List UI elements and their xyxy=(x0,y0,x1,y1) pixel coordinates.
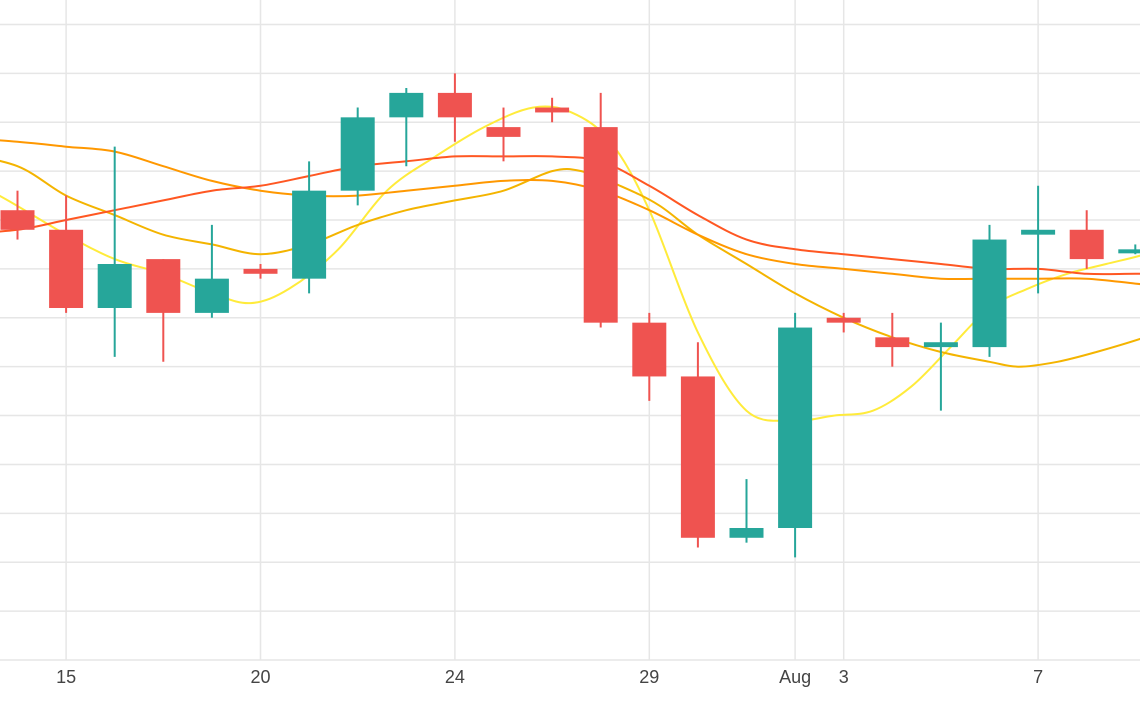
candle-body-down xyxy=(875,337,910,348)
candle xyxy=(437,73,472,142)
x-tick-label: 15 xyxy=(56,667,76,687)
candle-body-down xyxy=(632,322,667,377)
candle-body-up xyxy=(194,278,229,313)
candle-body-down xyxy=(0,210,35,230)
candle xyxy=(875,312,910,367)
candle-body-up xyxy=(1118,249,1140,254)
candle-body-down xyxy=(535,107,570,113)
candle xyxy=(389,88,424,167)
x-tick-label: 20 xyxy=(250,667,270,687)
candle xyxy=(583,92,618,328)
candle xyxy=(923,322,958,411)
candle xyxy=(826,312,861,333)
candle-body-up xyxy=(292,190,327,279)
candle-body-down xyxy=(146,259,181,313)
candle-body-up xyxy=(340,117,375,191)
candle-body-up xyxy=(923,342,958,348)
candle xyxy=(146,259,181,362)
candle xyxy=(486,107,521,162)
x-tick-label: 24 xyxy=(445,667,465,687)
candle-body-up xyxy=(972,239,1007,348)
x-tick-label: Aug xyxy=(779,667,811,687)
moving-average-line-4 xyxy=(0,155,1140,276)
candle-body-up xyxy=(729,528,764,538)
grid xyxy=(0,0,1140,661)
candle-body-down xyxy=(243,268,278,274)
candle-body-down xyxy=(583,127,618,323)
candle-body-down xyxy=(826,317,861,323)
candle xyxy=(535,97,570,123)
candle-body-down xyxy=(680,376,715,538)
candle-body-down xyxy=(486,127,521,137)
candle xyxy=(1118,244,1140,255)
candle xyxy=(778,312,813,558)
x-tick-label: 3 xyxy=(839,667,849,687)
candles xyxy=(0,73,1140,558)
candle xyxy=(1021,185,1056,294)
candle xyxy=(729,479,764,543)
candle-body-up xyxy=(97,264,132,308)
candle xyxy=(632,312,667,401)
x-tick-label: 7 xyxy=(1033,667,1043,687)
candle-body-up xyxy=(1021,229,1056,235)
candle-body-up xyxy=(778,327,813,528)
candle xyxy=(292,161,327,294)
candle-body-down xyxy=(437,92,472,118)
candle xyxy=(194,224,229,318)
candle-body-up xyxy=(389,92,424,118)
candle-body-down xyxy=(49,229,84,308)
candle xyxy=(0,190,35,240)
candle xyxy=(97,146,132,357)
candle xyxy=(972,224,1007,357)
candle-body-down xyxy=(1069,229,1104,260)
x-axis: 15 20 24 29 Aug 3 7 xyxy=(56,667,1043,687)
candle xyxy=(340,107,375,206)
candle xyxy=(243,264,278,279)
candle xyxy=(1069,210,1104,269)
x-tick-label: 29 xyxy=(639,667,659,687)
candle xyxy=(680,342,715,548)
candle xyxy=(49,195,84,313)
